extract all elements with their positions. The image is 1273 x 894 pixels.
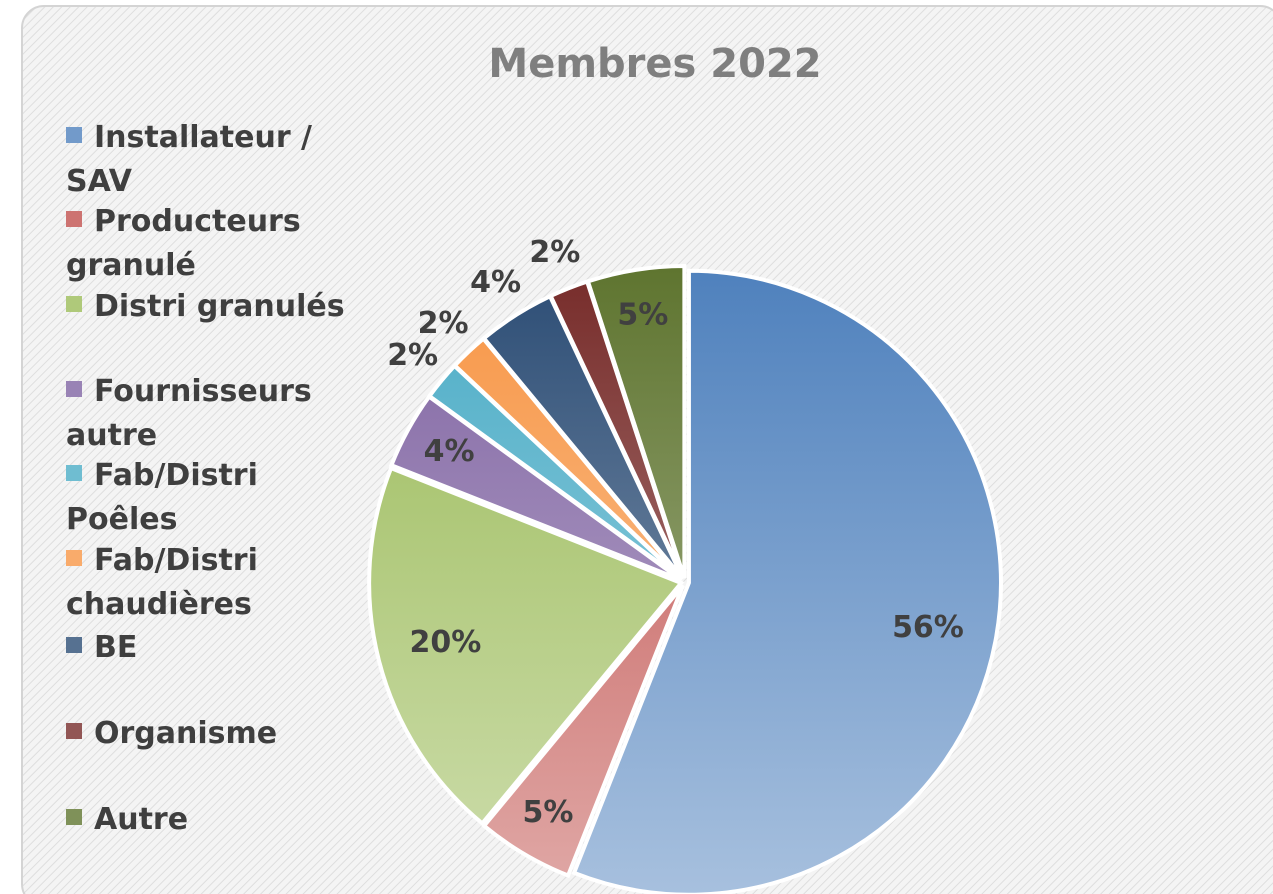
legend-label: Installateur / SAV [66, 120, 313, 199]
legend-item: Organisme [66, 712, 346, 756]
legend-item: Fab/Distri Poêles [66, 454, 346, 542]
legend-swatch [66, 381, 82, 397]
legend-item: Fab/Distri chaudières [66, 539, 346, 627]
legend-swatch [66, 296, 82, 312]
legend-item: Installateur / SAV [66, 116, 346, 204]
pie-slice [585, 264, 687, 579]
legend-item: Distri granulés [66, 285, 346, 329]
pie-slice [481, 584, 685, 879]
legend-label: Autre [94, 802, 189, 837]
data-label: 5% [617, 298, 668, 333]
data-label: 2% [529, 235, 580, 270]
legend-label: Fab/Distri Poêles [66, 458, 258, 537]
legend-swatch [66, 465, 82, 481]
data-label: 20% [410, 625, 482, 660]
legend-swatch [66, 211, 82, 227]
chart-title: Membres 2022 [488, 41, 821, 87]
legend-item: BE [66, 626, 346, 670]
pie-slice [571, 268, 1003, 894]
legend-swatch [66, 809, 82, 825]
legend-label: Distri granulés [94, 289, 345, 324]
legend-swatch [66, 550, 82, 566]
pie: 56%5%20%4%2%2%4%2%5% [367, 235, 1003, 894]
legend-swatch [66, 127, 82, 143]
legend-label: Fournisseurs autre [66, 374, 312, 453]
data-label: 5% [522, 795, 573, 830]
legend-label: Producteurs granulé [66, 204, 301, 283]
data-label: 4% [470, 265, 521, 300]
data-label: 56% [892, 610, 964, 645]
legend-swatch [66, 637, 82, 653]
data-label: 4% [424, 434, 475, 469]
legend-label: Fab/Distri chaudières [66, 543, 258, 622]
pie-slice [367, 465, 685, 827]
legend-label: BE [94, 630, 138, 665]
legend-swatch [66, 723, 82, 739]
legend-item: Fournisseurs autre [66, 370, 346, 458]
legend-item: Autre [66, 798, 346, 842]
legend-label: Organisme [94, 716, 278, 751]
legend-item: Producteurs granulé [66, 200, 346, 288]
data-label: 2% [387, 338, 438, 373]
data-label: 2% [418, 306, 469, 341]
